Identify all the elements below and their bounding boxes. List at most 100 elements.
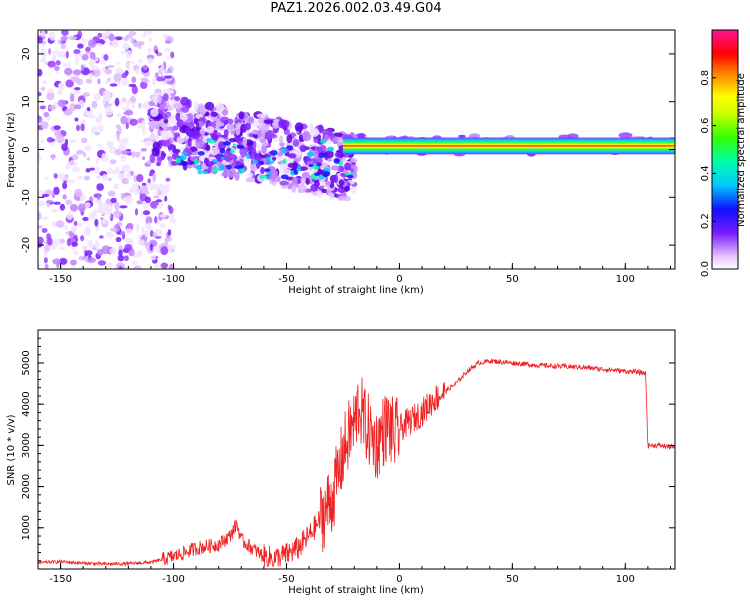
spectrogram-blob — [114, 97, 120, 107]
spectrogram-blob — [291, 179, 298, 184]
spectrogram-blob — [47, 60, 56, 68]
spectrogram-blob — [71, 154, 79, 161]
spectrogram-blob — [166, 55, 172, 60]
spectrogram-blob — [240, 168, 246, 173]
spectrogram-blob — [259, 174, 266, 180]
spectrogram-blob — [168, 126, 174, 132]
spectrogram-blob — [168, 65, 174, 74]
spectrogram-blob — [133, 265, 142, 269]
spectrogram-blob — [121, 78, 129, 87]
spectrogram-blob — [160, 246, 169, 256]
spectrogram-blob — [245, 153, 251, 159]
spectrogram-blob — [305, 177, 310, 185]
spectrogram-blob — [119, 205, 128, 209]
spectrogram-blob — [344, 162, 352, 171]
spectrogram-blob — [148, 36, 153, 43]
spectrogram-blob — [46, 116, 51, 121]
spectrogram-blob — [45, 200, 54, 204]
spectrogram-blob — [193, 117, 199, 125]
spectrogram-blob — [108, 33, 115, 42]
spectrogram-blob — [314, 172, 321, 176]
spectrogram-blob — [319, 144, 327, 154]
spectrogram-blob — [245, 177, 256, 183]
spectrogram-blob — [150, 255, 157, 261]
spectrogram-blob — [147, 47, 152, 54]
spectrogram-blob — [120, 97, 128, 103]
spectrogram-blob — [104, 103, 113, 107]
spectrogram-blob — [230, 130, 236, 135]
spectrogram-blob — [287, 162, 296, 168]
spectrogram-blob — [251, 129, 260, 135]
spectrogram-blob — [38, 68, 43, 77]
spectrogram-blob — [100, 217, 104, 221]
spectrogram-blob — [178, 119, 184, 127]
spectrogram-blob — [80, 235, 85, 242]
spectrogram-blob — [334, 132, 344, 137]
spectrogram-blob — [51, 154, 55, 161]
spectrogram-blob — [206, 126, 215, 134]
spectrogram-blob — [99, 59, 106, 65]
spectrogram-blob — [316, 190, 323, 198]
spectrogram-blob — [141, 33, 147, 38]
spectrogram-blob — [236, 144, 245, 149]
spectrogram-blob — [113, 73, 122, 83]
spectrogram-blob — [212, 159, 218, 164]
spectrogram-blob — [164, 237, 169, 244]
spectrogram-blob — [107, 64, 115, 68]
spectrogram-blob — [160, 130, 170, 141]
spectrogram-blob — [256, 113, 267, 118]
spectrogram-blob — [169, 218, 177, 224]
spectrogram-blob — [52, 258, 61, 265]
spectrogram-blob — [40, 86, 46, 91]
spectrogram-blob — [63, 110, 73, 116]
spectrogram-blob — [136, 174, 144, 183]
spectrogram-blob — [44, 61, 48, 65]
spectrogram-blob — [282, 168, 292, 176]
spectrogram-blob — [172, 148, 181, 154]
spectrogram-blob — [260, 123, 269, 134]
spectrogram-blob — [124, 61, 131, 69]
spectrogram-blob — [168, 264, 174, 269]
y-tick-label: 10 — [21, 95, 32, 108]
spectrogram-blob — [115, 236, 122, 243]
spectrogram-blob — [52, 238, 61, 247]
spectrogram-blob — [103, 54, 109, 61]
spectrogram-blob — [323, 168, 330, 172]
spectrogram-blob — [116, 132, 120, 141]
spectrogram-blob — [336, 186, 347, 193]
spectrogram-blob — [61, 30, 69, 36]
spectrogram-blob — [57, 90, 63, 96]
spectrogram-blob — [265, 156, 272, 161]
bottom-y-axis-label: SNR (10 * v/v) — [6, 414, 17, 485]
spectrogram-blob — [216, 153, 224, 163]
spectrogram-blob — [107, 190, 116, 197]
spectrogram-blob — [157, 156, 163, 164]
spectrogram-blob — [53, 125, 61, 130]
spectrogram-blob — [118, 249, 123, 257]
spectrogram-blob — [350, 158, 358, 163]
spectrogram-blob — [86, 157, 91, 161]
spectrogram-blob — [296, 179, 301, 184]
spectrogram-blob — [101, 173, 109, 182]
spectrogram-blob — [44, 189, 54, 196]
spectrogram-blob — [43, 257, 48, 264]
spectrogram-blob — [155, 187, 159, 196]
spectrogram-blob — [80, 123, 85, 132]
spectrogram-blob — [280, 119, 290, 129]
spectrogram-blob — [143, 141, 152, 147]
spectrogram-blob — [72, 166, 80, 173]
spectrogram-blob — [77, 30, 83, 39]
spectrogram-blob — [229, 149, 235, 154]
spectrogram-blob — [38, 36, 43, 44]
spectrogram-blob — [173, 102, 183, 110]
colorbar-tick-label: 0.2 — [700, 213, 711, 229]
spectrogram-blob — [145, 216, 153, 225]
spectrogram-blob — [77, 43, 84, 49]
spectrogram-blob — [195, 139, 205, 149]
spectrogram-blob — [116, 36, 123, 41]
spectrogram-blob — [117, 125, 122, 135]
top-x-axis-label: Height of straight line (km) — [288, 285, 424, 296]
spectrogram-blob — [115, 166, 120, 173]
spectrogram-blob — [246, 140, 254, 146]
